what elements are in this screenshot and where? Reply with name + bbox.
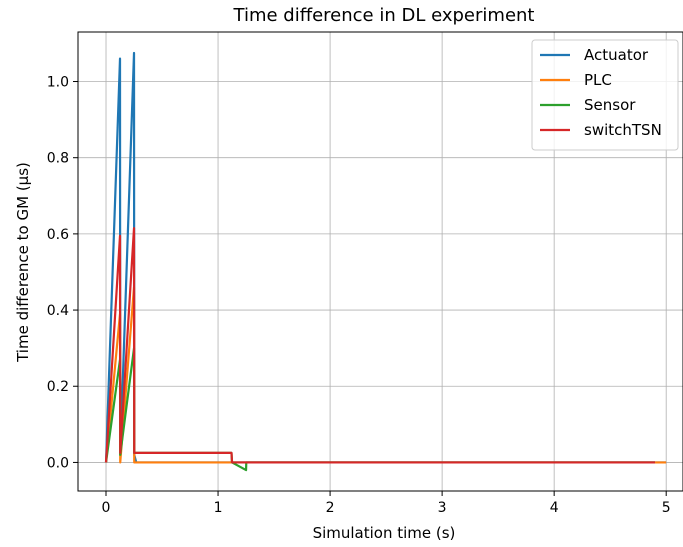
series-line-sensor (104, 347, 655, 472)
y-tick-label: 0.0 (47, 455, 69, 471)
series-layer (104, 51, 667, 472)
x-tick-label: 3 (438, 500, 447, 516)
legend-label-plc: PLC (584, 71, 612, 89)
y-tick-label: 0.4 (47, 303, 69, 319)
ticks-layer: 0 1 2 3 4 5 0.0 0.2 0.4 0.6 0.8 1.0 (47, 75, 671, 516)
y-tick-label: 0.2 (47, 379, 69, 395)
legend-label-sensor: Sensor (584, 96, 636, 114)
plot-frame (77, 31, 683, 492)
y-tick-label: 0.8 (47, 151, 69, 167)
x-tick-label: 5 (662, 500, 671, 516)
legend: Actuator PLC Sensor switchTSN (531, 39, 679, 151)
legend-label-switchtsn: switchTSN (584, 121, 662, 139)
y-tick-label: 1.0 (47, 75, 69, 91)
x-tick-label: 0 (102, 500, 111, 516)
series-line-plc (104, 286, 667, 464)
y-axis-label: Time difference to GM (µs) (14, 162, 32, 363)
legend-label-actuator: Actuator (584, 46, 649, 64)
y-tick-label: 0.6 (47, 227, 69, 243)
series-line-switchtsn (104, 227, 655, 464)
legend-box (531, 39, 679, 151)
chart-title: Time difference in DL experiment (233, 5, 535, 26)
x-axis-label: Simulation time (s) (313, 524, 456, 542)
x-tick-label: 2 (326, 500, 335, 516)
x-tick-label: 4 (550, 500, 559, 516)
x-tick-label: 1 (214, 500, 223, 516)
